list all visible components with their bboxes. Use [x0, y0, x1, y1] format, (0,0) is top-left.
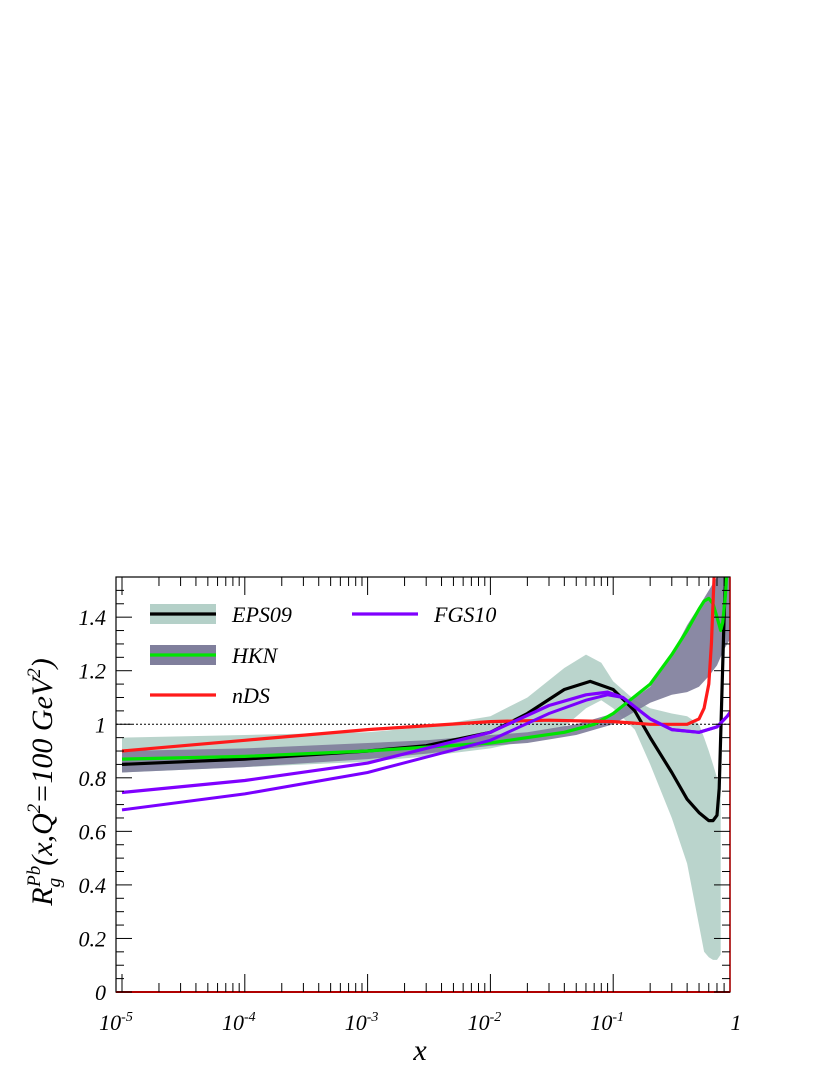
x-tick-label: 10-4	[222, 1010, 256, 1035]
series-hkn	[121, 577, 729, 761]
series-nds	[121, 577, 716, 753]
legend: EPS09 HKN nDS FGS10	[150, 602, 496, 708]
legend-item-eps09: EPS09	[150, 602, 292, 627]
legend-label: nDS	[232, 683, 270, 708]
curves	[121, 577, 730, 823]
legend-item-nds: nDS	[150, 683, 270, 708]
y-tick-label: 0	[95, 980, 106, 1005]
x-tick-label: 1	[731, 1010, 742, 1035]
y-tick-label: 0.6	[79, 819, 107, 844]
y-tick-label: 0.8	[79, 766, 107, 791]
legend-label: FGS10	[433, 602, 496, 627]
y-tick-label: 1	[95, 712, 106, 737]
y-axis-title: RgPb(x,Q2=100 GeV2)	[24, 658, 65, 906]
legend-label: HKN	[231, 643, 279, 668]
uncertainty-bands	[122, 577, 730, 960]
legend-label: EPS09	[231, 602, 292, 627]
y-tick-label: 0.2	[79, 926, 107, 951]
x-axis-title: x	[412, 1034, 427, 1067]
x-tick-label: 10-5	[99, 1010, 133, 1035]
series-fgs10-lower	[121, 693, 730, 812]
x-tick-label: 10-2	[468, 1010, 502, 1035]
series-eps09	[121, 577, 728, 823]
y-tick-label: 1.4	[79, 605, 107, 630]
svg-text:RgPb(x,Q2=100 GeV2): RgPb(x,Q2=100 GeV2)	[24, 658, 65, 906]
x-tick-label: 10-3	[345, 1010, 379, 1035]
legend-item-fgs10: FGS10	[352, 602, 496, 627]
x-tick-label: 10-1	[590, 1010, 624, 1035]
band-hkn	[122, 577, 730, 773]
axis-ticks	[116, 576, 730, 993]
y-tick-label: 0.4	[79, 873, 107, 898]
tick-labels: 0 0.2 0.4 0.6 0.8 1 1.2 1.4 10-5 10-4 10-3 10-2 10-1…	[79, 605, 742, 1035]
legend-item-hkn: HKN	[150, 643, 279, 668]
y-tick-label: 1.2	[79, 659, 107, 684]
